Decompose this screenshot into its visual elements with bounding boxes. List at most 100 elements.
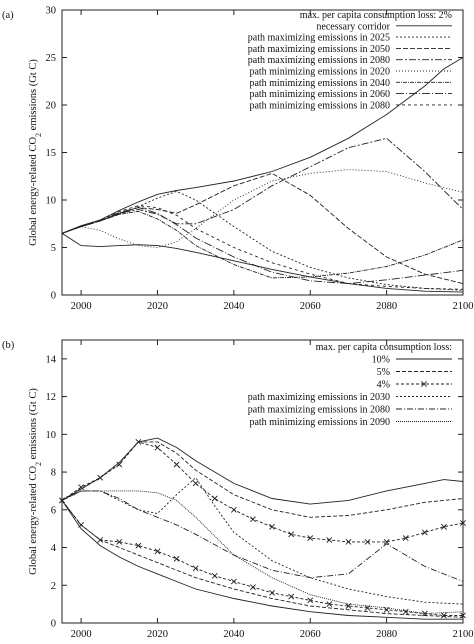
series-marker-x	[383, 606, 390, 613]
legend-title: max. per capita consumption loss:	[316, 342, 452, 353]
legend-title: max. per capita consumption loss: 2%	[300, 10, 452, 21]
series-marker-x	[135, 542, 142, 549]
y-axis-label-main: Global energy-related CO	[28, 466, 39, 575]
series-marker-x	[402, 535, 409, 542]
y-tick-label: 30	[46, 6, 57, 17]
plot-frame	[61, 339, 464, 624]
series-marker-x	[173, 461, 180, 468]
x-tick-label: 2100	[453, 301, 474, 312]
x-tick-label: 2040	[223, 629, 244, 640]
panel-label: (a)	[2, 10, 14, 21]
y-axis-label-tail: emissions (Gt C)	[28, 59, 39, 133]
series-line-path-minimizing-emissions-in-2080	[62, 205, 463, 290]
series-marker-x	[269, 523, 275, 530]
legend-entry-label: necessary corridor	[316, 21, 390, 32]
series-marker-x	[345, 538, 352, 545]
y-tick-label: 20	[46, 101, 57, 112]
legend-entry-label: 4%	[377, 380, 390, 391]
legend-entry-label: path maximizing emissions in 2030	[248, 392, 390, 403]
series-line-10-	[62, 437, 463, 505]
x-tick-label: 2000	[71, 301, 92, 312]
y-tick-label: 12	[46, 392, 57, 403]
series-marker-x	[460, 612, 466, 619]
series-marker-x	[78, 484, 85, 491]
series-marker-x	[78, 521, 85, 528]
y-axis-label-subscript: 2	[34, 133, 43, 137]
x-tick-label: 2060	[300, 301, 321, 312]
legend-entry-label: path minimizing emissions in 2060	[249, 89, 390, 100]
series-marker-x	[402, 608, 409, 615]
series-marker-x	[135, 438, 142, 445]
series-marker-x	[288, 531, 295, 538]
series-line-path-minimizing-emissions-in-2040	[62, 210, 463, 279]
legend-entry-label: path minimizing emissions in 2090	[249, 417, 390, 428]
y-tick-label: 14	[46, 354, 57, 365]
series-marker-x	[116, 538, 123, 545]
y-axis-label: Global energy-related CO2 emissions (Gt …	[28, 388, 43, 575]
series-marker-x	[97, 474, 104, 481]
series-marker-x	[269, 589, 275, 596]
series-marker-x	[192, 565, 199, 572]
series-marker-x	[326, 601, 333, 608]
y-tick-label: 6	[51, 505, 56, 516]
series-line-path-minimizing-emissions-in-2090	[62, 490, 463, 615]
series-marker-x	[173, 555, 180, 562]
series-line-path-minimizing-emissions-in-2020	[62, 169, 463, 248]
series-marker-x	[307, 535, 314, 542]
series-line-bound-1	[62, 500, 463, 620]
legend-entry-label: path maximizing emissions in 2050	[248, 44, 390, 55]
x-tick-label: 2060	[300, 629, 321, 640]
series-marker-x	[230, 578, 237, 585]
series-line-bound-1	[62, 232, 463, 293]
panel-b: (b) 0 2 4 6 8 10 12 14 2000 2020 2040 2060 2080 2100 Gl…	[2, 339, 474, 640]
legend-entry-label: path minimizing emissions in 2040	[249, 78, 390, 89]
x-tick-label: 2040	[223, 301, 244, 312]
series-marker-x	[440, 612, 447, 619]
series-marker-x	[383, 538, 390, 545]
legend-entry-label: path minimizing emissions in 2020	[249, 67, 390, 78]
series-marker-x	[288, 593, 295, 600]
series-marker-x	[211, 572, 218, 579]
legend-entry-label: 10%	[372, 355, 390, 366]
series-line-path-maximizing-emissions-in-2080	[62, 137, 463, 234]
y-tick-label: 8	[51, 468, 56, 479]
series-marker-x	[421, 529, 428, 536]
legend-entry-label: path maximizing emissions in 2080	[248, 405, 390, 416]
legend-entry-label: path maximizing emissions in 2025	[248, 33, 390, 44]
series-marker-x	[250, 516, 256, 523]
series-marker-x	[154, 444, 161, 451]
series-line-bound-5	[62, 500, 463, 616]
x-tick-label: 2000	[71, 629, 92, 640]
series-line-path-maximizing-emissions-in-2025	[62, 190, 463, 291]
y-tick-label: 4	[51, 543, 57, 554]
y-tick-label: 0	[51, 291, 56, 302]
x-tick-label: 2100	[453, 629, 474, 640]
y-tick-label: 25	[46, 53, 57, 64]
series-line-bound-3	[62, 441, 463, 518]
x-tick-label: 2020	[147, 301, 168, 312]
panel-label: (b)	[2, 340, 15, 351]
legend-entry-label: path maximizing emissions in 2080	[248, 55, 390, 66]
series-marker-x	[154, 548, 161, 555]
series-marker-x	[230, 506, 237, 513]
y-tick-label: 15	[46, 148, 57, 159]
series-line-path-maximizing-emissions-in-2030	[62, 477, 463, 605]
series-line-path-maximizing-emissions-in-2050	[62, 172, 463, 285]
series-line-path-minimizing-emissions-in-2060	[62, 207, 463, 285]
panel-a: (a) 0 5 10 15 20 25 30 2000 2020 2040 2060 2080 2100 G…	[2, 6, 474, 313]
series-marker-x	[97, 537, 104, 543]
legend-entry-marker	[421, 381, 427, 387]
y-tick-label: 10	[46, 196, 57, 207]
y-tick-label: 0	[51, 619, 56, 630]
y-tick-label: 2	[51, 581, 56, 592]
series-marker-x	[116, 461, 123, 468]
y-tick-label: 10	[46, 430, 57, 441]
series-marker-x	[250, 584, 256, 591]
y-axis-label-tail: emissions (Gt C)	[28, 388, 39, 462]
series-marker-x	[307, 597, 314, 604]
series-marker-x	[192, 480, 199, 487]
series-marker-x	[364, 538, 371, 545]
series-line-4-	[62, 441, 463, 543]
series-marker-x	[326, 537, 333, 543]
